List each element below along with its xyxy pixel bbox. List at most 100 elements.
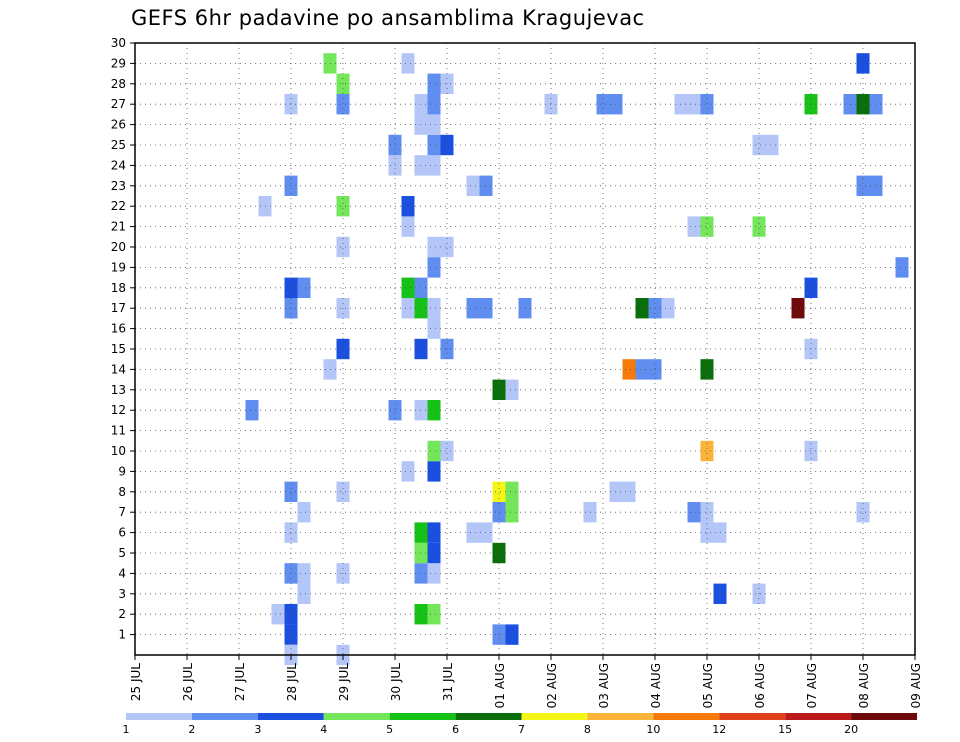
y-tick-label: 18 [111, 281, 126, 295]
precip-cell [492, 481, 506, 502]
precip-cell [895, 257, 909, 278]
precip-cell [427, 522, 441, 543]
y-tick-label: 28 [111, 77, 126, 91]
colorbar-swatch [191, 713, 258, 720]
precip-cell [752, 216, 766, 237]
precip-cell [700, 502, 714, 523]
precip-cell [856, 502, 870, 523]
y-tick-label: 29 [111, 56, 126, 70]
precip-cell [401, 216, 415, 237]
x-tick-label: 01 AUG [493, 663, 507, 708]
precip-cell [596, 94, 610, 115]
y-tick-label: 27 [111, 97, 126, 111]
precip-cell [856, 94, 870, 115]
precip-cell [856, 175, 870, 196]
precip-cell [687, 216, 701, 237]
precip-cell [622, 359, 636, 380]
x-tick-label: 31 JUL [441, 663, 455, 701]
precip-cell [687, 94, 701, 115]
precip-cell [700, 440, 714, 462]
colorbar: 1 2 3 4 5 6 7 8 10 12 15 20 [123, 713, 917, 736]
precip-cell [427, 604, 441, 625]
precip-cell [336, 236, 350, 258]
x-tick-label: 06 AUG [753, 663, 767, 708]
y-tick-label: 24 [111, 158, 126, 172]
x-tick-label: 26 JUL [181, 663, 195, 701]
y-axis: 1234567891011121314151617181920212223242… [111, 36, 135, 642]
precip-cell [661, 298, 675, 319]
precip-cell [427, 236, 441, 258]
precip-cell [401, 53, 415, 74]
precip-cell [336, 196, 350, 217]
precip-cell [336, 481, 350, 502]
precip-cell [427, 134, 441, 156]
colorbar-label: 4 [320, 723, 327, 736]
chart-title: GEFS 6hr padavine po ansamblima Kragujev… [131, 6, 645, 30]
precip-cell [466, 522, 480, 543]
y-tick-label: 12 [111, 403, 126, 417]
colorbar-label: 10 [646, 723, 660, 736]
y-tick-label: 16 [111, 322, 126, 336]
colorbar-label: 7 [518, 723, 525, 736]
colorbar-label: 2 [188, 723, 195, 736]
x-tick-label: 08 AUG [857, 663, 871, 708]
colorbar-label: 5 [386, 723, 393, 736]
colorbar-swatch [587, 713, 654, 720]
y-tick-label: 8 [118, 485, 126, 499]
precip-cell [427, 318, 441, 339]
y-tick-label: 7 [118, 505, 126, 519]
colorbar-label: 8 [584, 723, 591, 736]
x-tick-label: 30 JUL [389, 663, 403, 701]
y-tick-label: 4 [118, 566, 126, 580]
precip-cell [427, 257, 441, 278]
precip-cell [336, 94, 350, 115]
precip-cell [427, 563, 441, 584]
colorbar-swatch [521, 713, 588, 720]
x-tick-label: 09 AUG [909, 663, 923, 708]
y-tick-label: 13 [111, 383, 126, 397]
precip-cell [466, 175, 480, 196]
precip-cell [492, 624, 506, 645]
y-tick-label: 25 [111, 138, 126, 152]
precip-cell [401, 461, 415, 482]
precip-cell [401, 196, 415, 217]
precip-cell [466, 298, 480, 319]
precip-cell [427, 440, 441, 462]
precip-cell [440, 236, 454, 258]
y-tick-label: 26 [111, 118, 126, 132]
precip-cell [297, 563, 311, 584]
colorbar-swatch [323, 713, 390, 720]
x-tick-label: 25 JUL [129, 663, 143, 701]
x-axis: 25 JUL 26 JUL 27 JUL 28 JUL 29 JUL 30 JUL 31 J… [129, 655, 923, 708]
precip-cell [635, 359, 649, 380]
precip-cell [765, 134, 779, 156]
colorbar-swatch [257, 713, 324, 720]
plot-frame [134, 42, 916, 656]
y-tick-label: 3 [118, 587, 126, 601]
precip-cell [401, 277, 415, 298]
precip-cell [245, 400, 259, 421]
precip-cell [427, 114, 441, 135]
y-tick-label: 15 [111, 342, 126, 356]
precip-cell [505, 481, 519, 502]
precip-cell [700, 359, 714, 380]
y-tick-label: 20 [111, 240, 126, 254]
colorbar-label: 20 [844, 723, 858, 736]
x-tick-label: 04 AUG [649, 663, 663, 708]
precip-cell [440, 134, 454, 156]
precip-cell [427, 155, 441, 176]
x-tick-label: 28 JUL [285, 663, 299, 701]
colorbar-swatch [851, 713, 917, 720]
heatmap-cells [245, 53, 909, 666]
y-tick-label: 21 [111, 220, 126, 234]
precip-cell [687, 502, 701, 523]
colorbar-swatch [389, 713, 456, 720]
x-tick-label: 29 JUL [337, 663, 351, 701]
precip-cell [271, 604, 285, 625]
colorbar-swatch [653, 713, 720, 720]
y-tick-label: 23 [111, 179, 126, 193]
colorbar-swatch [785, 713, 852, 720]
precip-cell [297, 502, 311, 523]
precip-cell [492, 502, 506, 523]
precip-cell [791, 298, 805, 319]
